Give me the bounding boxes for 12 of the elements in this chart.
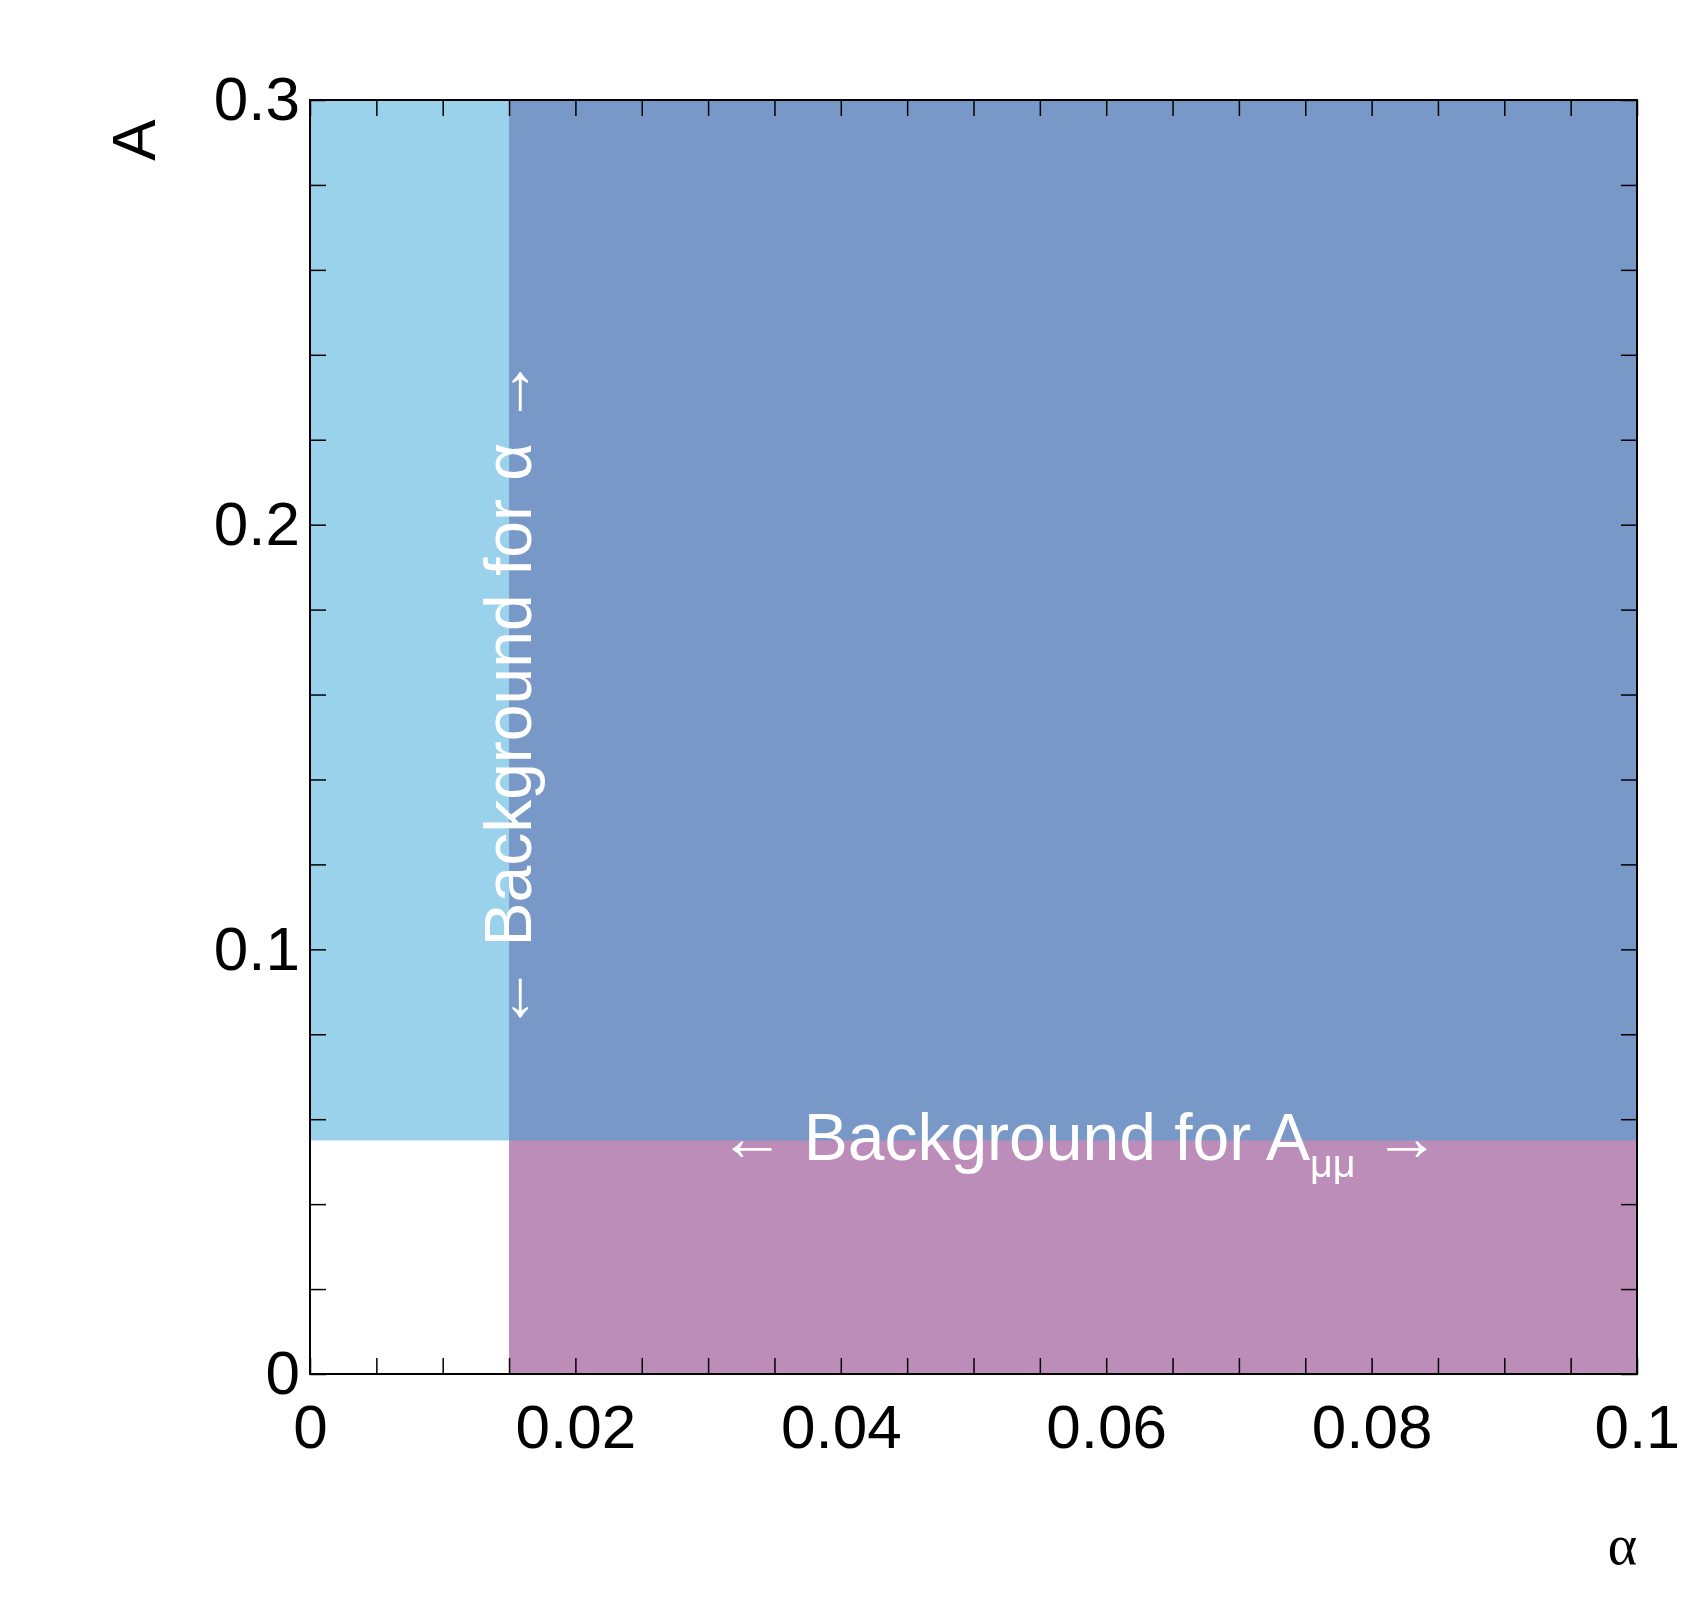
annotation: ← Background for A$_{μμ}$ → <box>719 1100 1440 1185</box>
x-tick-label: 0.08 <box>1311 1392 1433 1462</box>
y-tick-label: 0.3 <box>213 64 300 134</box>
x-axis-title: α <box>1607 1514 1637 1576</box>
y-tick-label: 0.1 <box>213 913 300 983</box>
annotation: ← Background for α → <box>471 358 546 1031</box>
x-tick-label: 0.02 <box>515 1392 637 1462</box>
y-tick-label: 0.2 <box>213 489 300 559</box>
y-axis-title: A <box>99 118 168 161</box>
x-tick-label: 0.04 <box>780 1392 902 1462</box>
x-tick-label: 0.06 <box>1046 1392 1168 1462</box>
y-tick-label: 0 <box>265 1338 300 1408</box>
